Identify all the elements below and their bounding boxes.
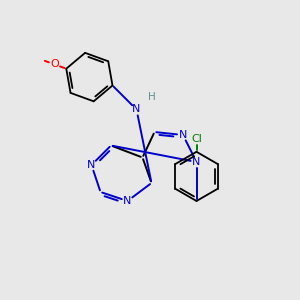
Text: N: N	[123, 196, 132, 206]
Text: N: N	[192, 157, 201, 167]
Text: N: N	[132, 104, 141, 115]
Text: N: N	[179, 130, 187, 140]
Text: O: O	[50, 59, 59, 69]
Text: N: N	[87, 160, 96, 170]
Text: Cl: Cl	[191, 134, 202, 144]
Text: H: H	[148, 92, 155, 103]
